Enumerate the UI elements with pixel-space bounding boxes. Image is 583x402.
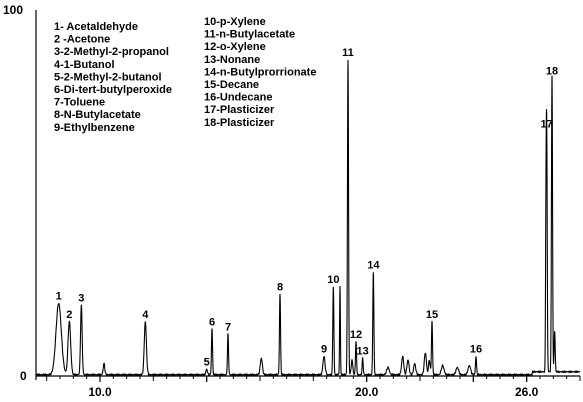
x-tick-label: 20.0 bbox=[355, 385, 379, 399]
peak-label-10: 10 bbox=[327, 274, 339, 286]
legend-entry: 9-Ethylbenzene bbox=[54, 122, 135, 134]
legend-entry: 12-o-Xylene bbox=[204, 41, 266, 53]
peak-label-5: 5 bbox=[204, 357, 210, 369]
legend-entry: 17-Plasticizer bbox=[204, 104, 275, 116]
peak-label-2: 2 bbox=[66, 309, 72, 321]
peak-label-18: 18 bbox=[546, 66, 558, 78]
legend-entry: 4-1-Butanol bbox=[54, 59, 115, 71]
peak-label-4: 4 bbox=[142, 309, 149, 321]
x-tick-label: 10.0 bbox=[88, 385, 112, 399]
x-tick-label: 26.0 bbox=[515, 385, 539, 399]
chromatogram-trace bbox=[35, 59, 581, 377]
peak-label-11: 11 bbox=[342, 47, 354, 59]
legend-entry: 5-2-Methyl-2-butanol bbox=[54, 71, 162, 83]
peak-label-8: 8 bbox=[277, 281, 283, 293]
legend-entry: 3-2-Methyl-2-propanol bbox=[54, 46, 169, 58]
peak-label-14: 14 bbox=[367, 260, 380, 272]
legend-entry: 6-Di-tert-butylperoxide bbox=[54, 84, 172, 96]
peak-label-13: 13 bbox=[357, 346, 369, 358]
legend-entry: 2 -Acetone bbox=[54, 34, 110, 46]
legend-entry: 16-Undecane bbox=[204, 92, 272, 104]
legend-entry: 14-n-Butylprorrionate bbox=[204, 66, 316, 78]
legend-entry: 7-Toluene bbox=[54, 97, 105, 109]
trace bbox=[35, 59, 581, 377]
legend-entry: 18-Plasticizer bbox=[204, 117, 275, 129]
peak-label-9: 9 bbox=[321, 344, 327, 356]
peak-label-1: 1 bbox=[56, 291, 62, 303]
legend-entry: 13-Nonane bbox=[204, 54, 260, 66]
peak-label-6: 6 bbox=[209, 316, 215, 328]
peak-label-16: 16 bbox=[470, 344, 482, 356]
peak-label-12: 12 bbox=[350, 329, 362, 341]
axes: 100 0 10.0 20.0 26.0 bbox=[3, 3, 581, 399]
peak-label-15: 15 bbox=[426, 309, 438, 321]
y-tick-label-top: 100 bbox=[3, 3, 23, 17]
legend-entry: 8-N-Butylacetate bbox=[54, 109, 141, 121]
peak-label-7: 7 bbox=[225, 322, 231, 334]
peak-label-17: 17 bbox=[541, 119, 553, 131]
y-tick-label-bottom: 0 bbox=[20, 369, 27, 383]
legend-entry: 10-p-Xylene bbox=[204, 16, 266, 28]
legend-entry: 11-n-Butylacetate bbox=[204, 29, 295, 41]
legend-entry: 15-Decane bbox=[204, 79, 259, 91]
peak-label-3: 3 bbox=[78, 292, 84, 304]
legend-entry: 1- Acetaldehyde bbox=[54, 21, 138, 33]
